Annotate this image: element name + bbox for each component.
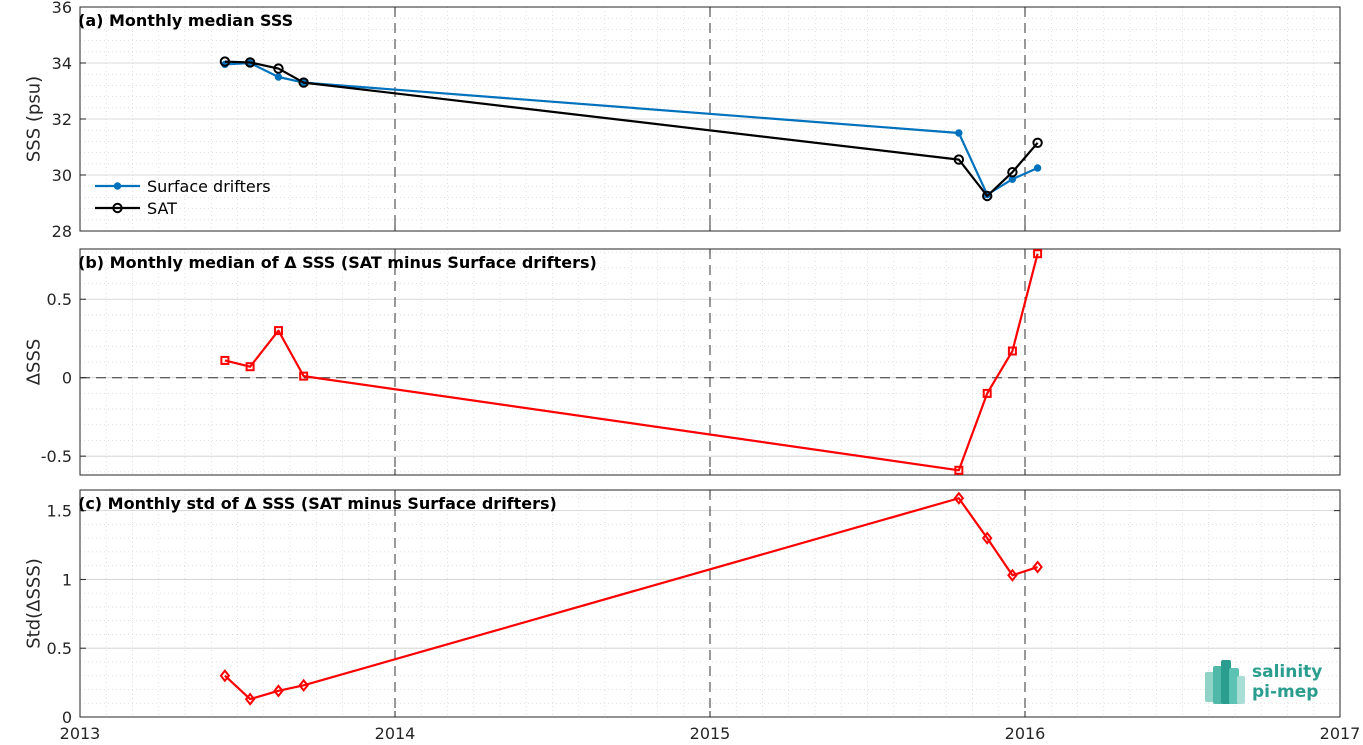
legend-label: SAT <box>147 199 177 218</box>
y-tick-label: 28 <box>52 222 72 241</box>
x-tick-label: 2013 <box>60 724 101 743</box>
series-line <box>224 497 1038 701</box>
data-point <box>298 678 309 692</box>
data-point <box>981 531 993 545</box>
panel-a: 28 30 32 34 36 SSS (psu) (a) Monthly median SS… <box>23 0 1341 241</box>
y-axis-label: ΔSSS <box>23 339 44 386</box>
panel-title: (b) Monthly median of Δ SSS (SAT minus S… <box>78 253 597 272</box>
data-point <box>244 57 256 68</box>
logo-wave <box>1213 666 1223 704</box>
panel-title: (c) Monthly std of Δ SSS (SAT minus Surf… <box>78 494 557 513</box>
panel-b: -0.5 0 0.5 ΔSSS (b) Monthly median of Δ SSS … <box>23 248 1341 476</box>
y-tick-label: 1 <box>62 570 72 589</box>
data-point <box>273 326 283 336</box>
x-tick-label: 2015 <box>690 724 731 743</box>
data-point <box>273 684 284 698</box>
data-point <box>220 355 230 365</box>
y-ticks: -0.5 0 0.5 <box>41 290 1340 466</box>
data-point <box>1032 137 1043 149</box>
y-axis-label: SSS (psu) <box>23 76 44 162</box>
data-point <box>298 77 309 88</box>
legend: Surface drifters SAT <box>95 177 271 218</box>
data-point <box>982 388 992 398</box>
series-delta <box>219 491 1043 706</box>
panel-title: (a) Monthly median SSS <box>78 11 293 30</box>
y-ticks: 28 30 32 34 36 <box>52 0 1340 241</box>
legend-label: Surface drifters <box>147 177 271 196</box>
data-point <box>1033 249 1043 259</box>
y-tick-label: 0 <box>62 708 72 727</box>
data-point <box>274 73 283 81</box>
data-point <box>244 692 256 706</box>
y-tick-label: 1.5 <box>47 502 72 521</box>
y-tick-label: 30 <box>52 166 72 185</box>
logo-wave <box>1205 672 1215 702</box>
data-point <box>982 190 993 202</box>
legend-marker <box>113 182 122 190</box>
data-point <box>1033 164 1042 172</box>
logo-wave <box>1229 668 1239 704</box>
x-tick-label: 2014 <box>375 724 416 743</box>
data-point <box>953 491 965 505</box>
legend-marker <box>112 202 123 214</box>
data-point <box>1007 167 1018 178</box>
data-point <box>219 669 231 683</box>
x-tick-label: 2016 <box>1005 724 1046 743</box>
data-point <box>1007 346 1017 356</box>
y-tick-label: 0 <box>62 369 72 388</box>
x-tick-labels: 2013 2014 2015 2016 2017 <box>60 724 1361 743</box>
series-line <box>224 61 1039 196</box>
y-tick-label: -0.5 <box>41 447 72 466</box>
y-tick-label: 34 <box>52 54 72 73</box>
y-tick-label: 36 <box>52 0 72 17</box>
y-tick-label: 0.5 <box>47 639 72 658</box>
y-tick-label: 32 <box>52 110 72 129</box>
panel-c: 0 0.5 1 1.5 Std(ΔSSS) (c) Monthly std of Δ SS… <box>23 489 1341 727</box>
y-tick-label: 0.5 <box>47 290 72 309</box>
logo-text-pimep: pi-mep <box>1252 682 1318 702</box>
series-line <box>224 253 1039 472</box>
data-point <box>953 154 965 165</box>
series-delta <box>220 249 1043 475</box>
data-point <box>954 465 964 475</box>
data-point <box>299 371 309 381</box>
data-point <box>273 63 284 74</box>
data-point <box>1007 568 1018 582</box>
data-point <box>1032 560 1043 574</box>
y-axis-label: Std(ΔSSS) <box>23 558 44 649</box>
data-point <box>955 129 963 137</box>
x-tick-label: 2017 <box>1320 724 1361 743</box>
logo-wave <box>1237 676 1245 704</box>
logo-text-salinity: salinity <box>1252 662 1322 682</box>
logo-wave <box>1221 660 1231 704</box>
data-point <box>245 362 255 372</box>
y-ticks: 0 0.5 1 1.5 <box>47 502 1340 727</box>
series-sat <box>219 56 1043 202</box>
data-point <box>219 56 231 67</box>
grid <box>80 249 1340 475</box>
